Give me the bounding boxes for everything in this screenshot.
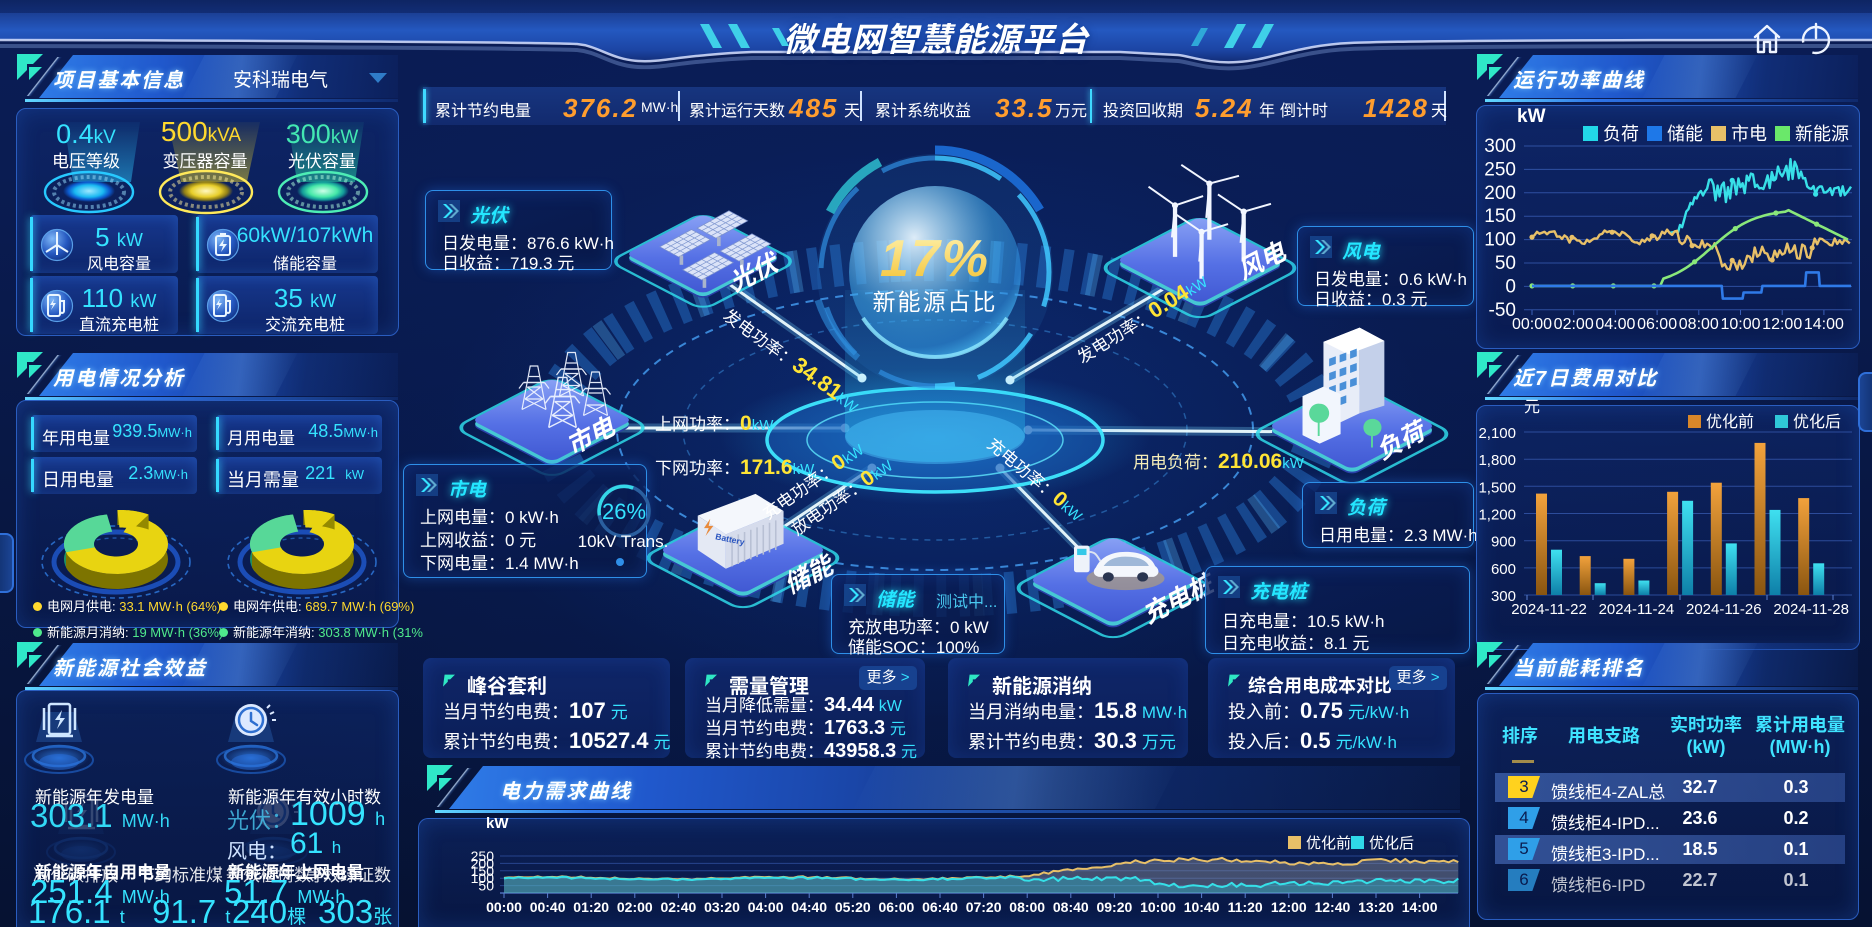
svg-text:新能源占比: 新能源占比 bbox=[873, 289, 998, 315]
svg-text:上网功率：0kW: 上网功率：0kW bbox=[655, 412, 774, 435]
svg-text:发电功率：34.81kW: 发电功率：34.81kW bbox=[719, 302, 865, 418]
svg-text:充电功率：0kW: 充电功率：0kW bbox=[758, 437, 869, 524]
svg-text:风电: 风电 bbox=[1233, 237, 1292, 286]
svg-text:光伏: 光伏 bbox=[725, 248, 785, 297]
svg-text:放电功率：0kW: 放电功率：0kW bbox=[787, 453, 898, 540]
svg-text:下网功率：171.6kW: 下网功率：171.6kW bbox=[655, 456, 815, 479]
svg-text:负荷: 负荷 bbox=[1372, 416, 1433, 465]
svg-text:用电负荷：210.06kW: 用电负荷：210.06kW bbox=[1133, 450, 1305, 473]
svg-text:Battery: Battery bbox=[715, 531, 746, 547]
svg-text:市电: 市电 bbox=[562, 412, 621, 461]
svg-text:发电功率：0.04kW: 发电功率：0.04kW bbox=[1071, 267, 1212, 368]
svg-text:17%: 17% bbox=[880, 230, 990, 288]
svg-text:充电功率：0kW: 充电功率：0kW bbox=[983, 432, 1089, 526]
